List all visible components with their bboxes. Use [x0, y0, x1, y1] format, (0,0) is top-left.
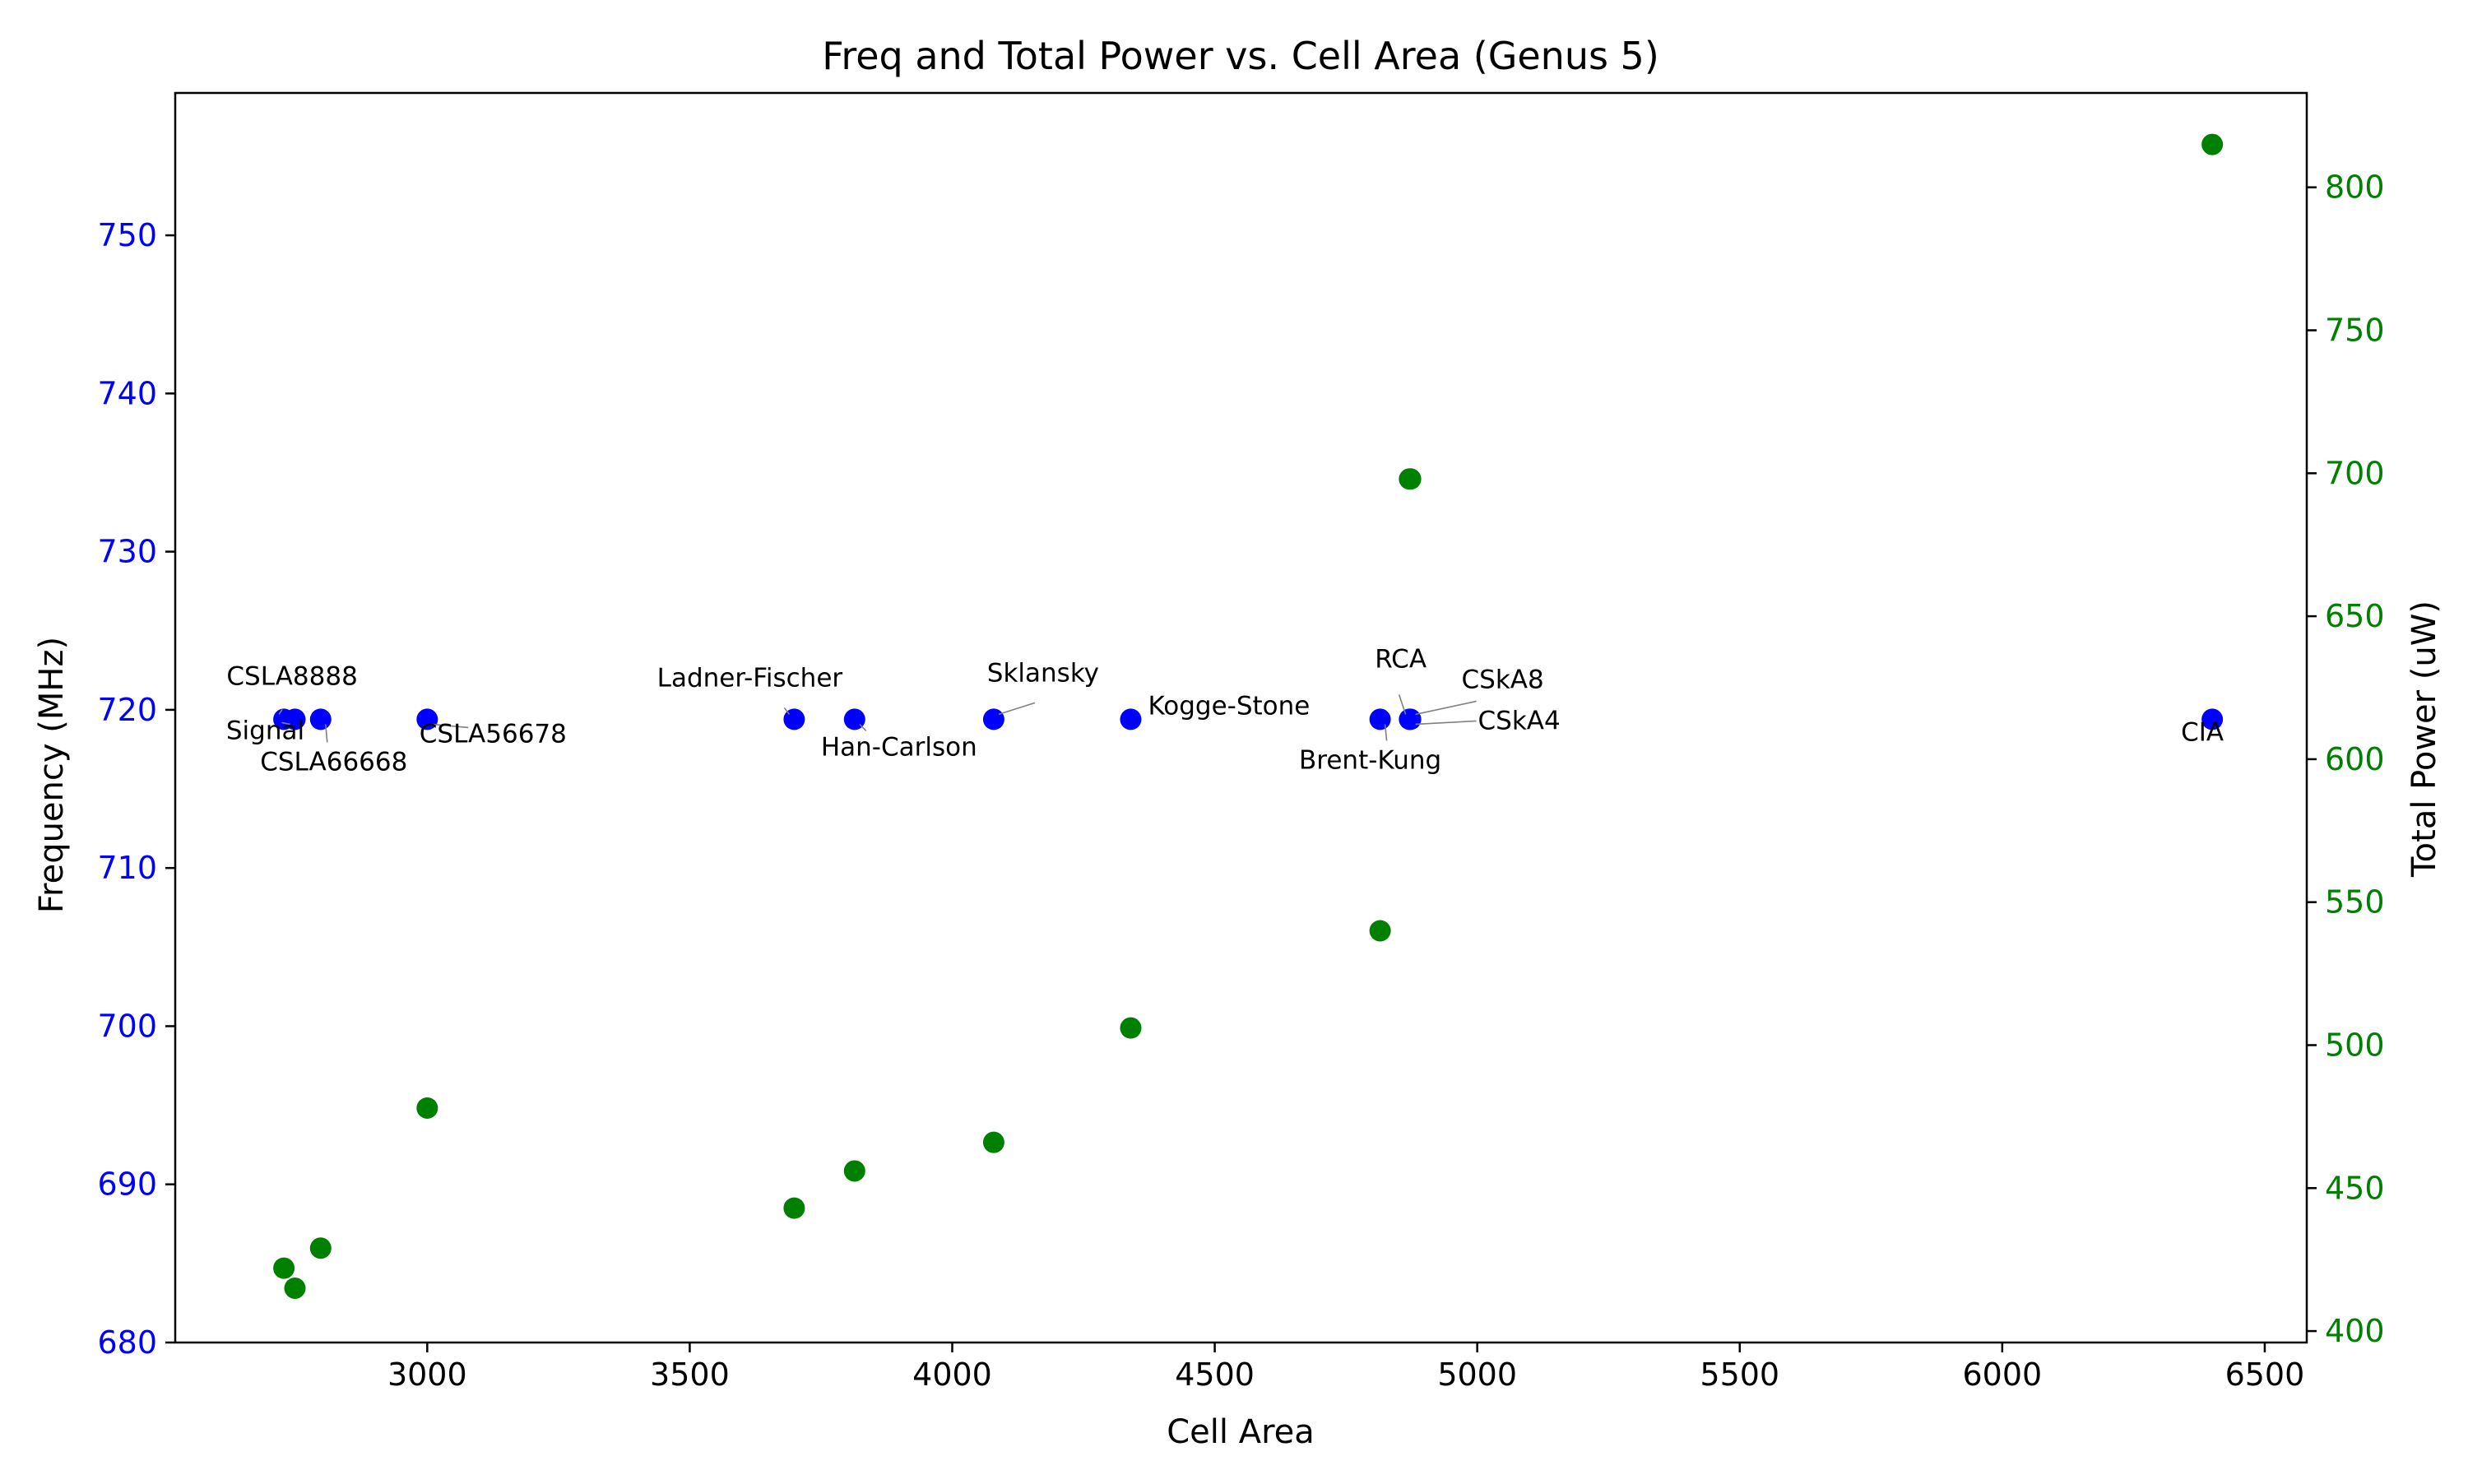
y-left-tick-label: 730	[97, 534, 157, 570]
point-annotation: CIA	[2181, 717, 2224, 747]
power-point	[1120, 1017, 1142, 1039]
point-annotation: CSkA4	[1478, 706, 1561, 735]
y-left-tick-label: 690	[97, 1166, 157, 1203]
chart-title: Freq and Total Power vs. Cell Area (Genu…	[822, 34, 1659, 78]
point-annotation: Sklansky	[987, 658, 1099, 688]
point-annotation: CSLA56678	[420, 719, 567, 749]
power-point	[2201, 133, 2224, 155]
y-right-tick-label: 400	[2325, 1313, 2385, 1349]
power-point	[783, 1197, 805, 1219]
annotation-arrow	[1384, 724, 1388, 741]
point-annotation: CSLA8888	[226, 661, 357, 691]
x-axis-label: Cell Area	[1167, 1413, 1315, 1451]
power-point	[1399, 468, 1422, 490]
y-left-axis-label: Frequency (MHz)	[33, 637, 71, 913]
y-left-tick-label: 700	[97, 1008, 157, 1044]
plot-frame	[174, 91, 2308, 1344]
point-annotation: Ladner-Fischer	[657, 663, 843, 693]
frequency-point	[1369, 708, 1391, 730]
y-right-tick-label: 650	[2325, 598, 2385, 634]
power-point	[273, 1257, 295, 1279]
y-left-tick-label: 710	[97, 850, 157, 886]
x-tick-label: 6500	[2225, 1356, 2305, 1393]
annotation-arrow	[281, 721, 290, 726]
frequency-point	[2201, 708, 2224, 730]
point-annotation: Kogge-Stone	[1148, 691, 1310, 721]
power-point	[1369, 920, 1391, 942]
x-tick-label: 5500	[1700, 1356, 1779, 1393]
annotation-arrow	[432, 723, 469, 729]
y-right-tick-label: 450	[2325, 1170, 2385, 1206]
frequency-point	[982, 708, 1004, 730]
x-tick-label: 4500	[1175, 1356, 1255, 1393]
annotation-arrow	[783, 707, 791, 715]
point-annotation: Brent-Kung	[1299, 745, 1441, 775]
power-point	[982, 1131, 1004, 1153]
y-left-tick-label: 720	[97, 692, 157, 728]
y-left-tick-label: 740	[97, 375, 157, 411]
frequency-point	[1120, 708, 1142, 730]
power-point	[284, 1277, 306, 1299]
x-tick-label: 3500	[650, 1356, 730, 1393]
annotation-arrow	[1415, 720, 1477, 726]
x-tick-label: 3000	[387, 1356, 467, 1393]
annotation-arrow	[1398, 694, 1407, 715]
y-right-tick-label: 700	[2325, 455, 2385, 491]
x-tick-label: 4000	[912, 1356, 992, 1393]
y-right-tick-label: 800	[2325, 169, 2385, 206]
x-tick-label: 6000	[1962, 1356, 2042, 1393]
y-left-tick-label: 750	[97, 217, 157, 253]
y-right-tick-label: 750	[2325, 313, 2385, 349]
annotation-arrow	[998, 702, 1036, 716]
point-annotation: CSkA8	[1462, 665, 1544, 694]
y-right-tick-label: 500	[2325, 1027, 2385, 1063]
power-point	[416, 1097, 438, 1119]
frequency-point	[1399, 708, 1422, 730]
y-left-tick-label: 680	[97, 1324, 157, 1361]
annotation-arrow	[1415, 700, 1477, 716]
annotation-arrow	[278, 708, 283, 715]
y-right-axis-label: Total Power (uW)	[2405, 601, 2443, 878]
point-annotation: Han-Carlson	[821, 732, 977, 762]
point-annotation: Signal	[226, 716, 304, 745]
power-point	[843, 1160, 865, 1182]
annotation-arrow	[324, 724, 328, 743]
point-annotation: CSLA66668	[260, 747, 407, 777]
y-right-tick-label: 550	[2325, 884, 2385, 921]
frequency-point	[309, 708, 332, 730]
annotation-arrow	[859, 723, 867, 731]
x-tick-label: 5000	[1437, 1356, 1517, 1393]
y-right-tick-label: 600	[2325, 741, 2385, 777]
point-annotation: RCA	[1375, 644, 1427, 674]
plot-area: 3000 3500 4000 4500 5000 5500 6000 6500 680 690 70…	[97, 91, 2385, 1393]
power-point	[309, 1237, 332, 1259]
